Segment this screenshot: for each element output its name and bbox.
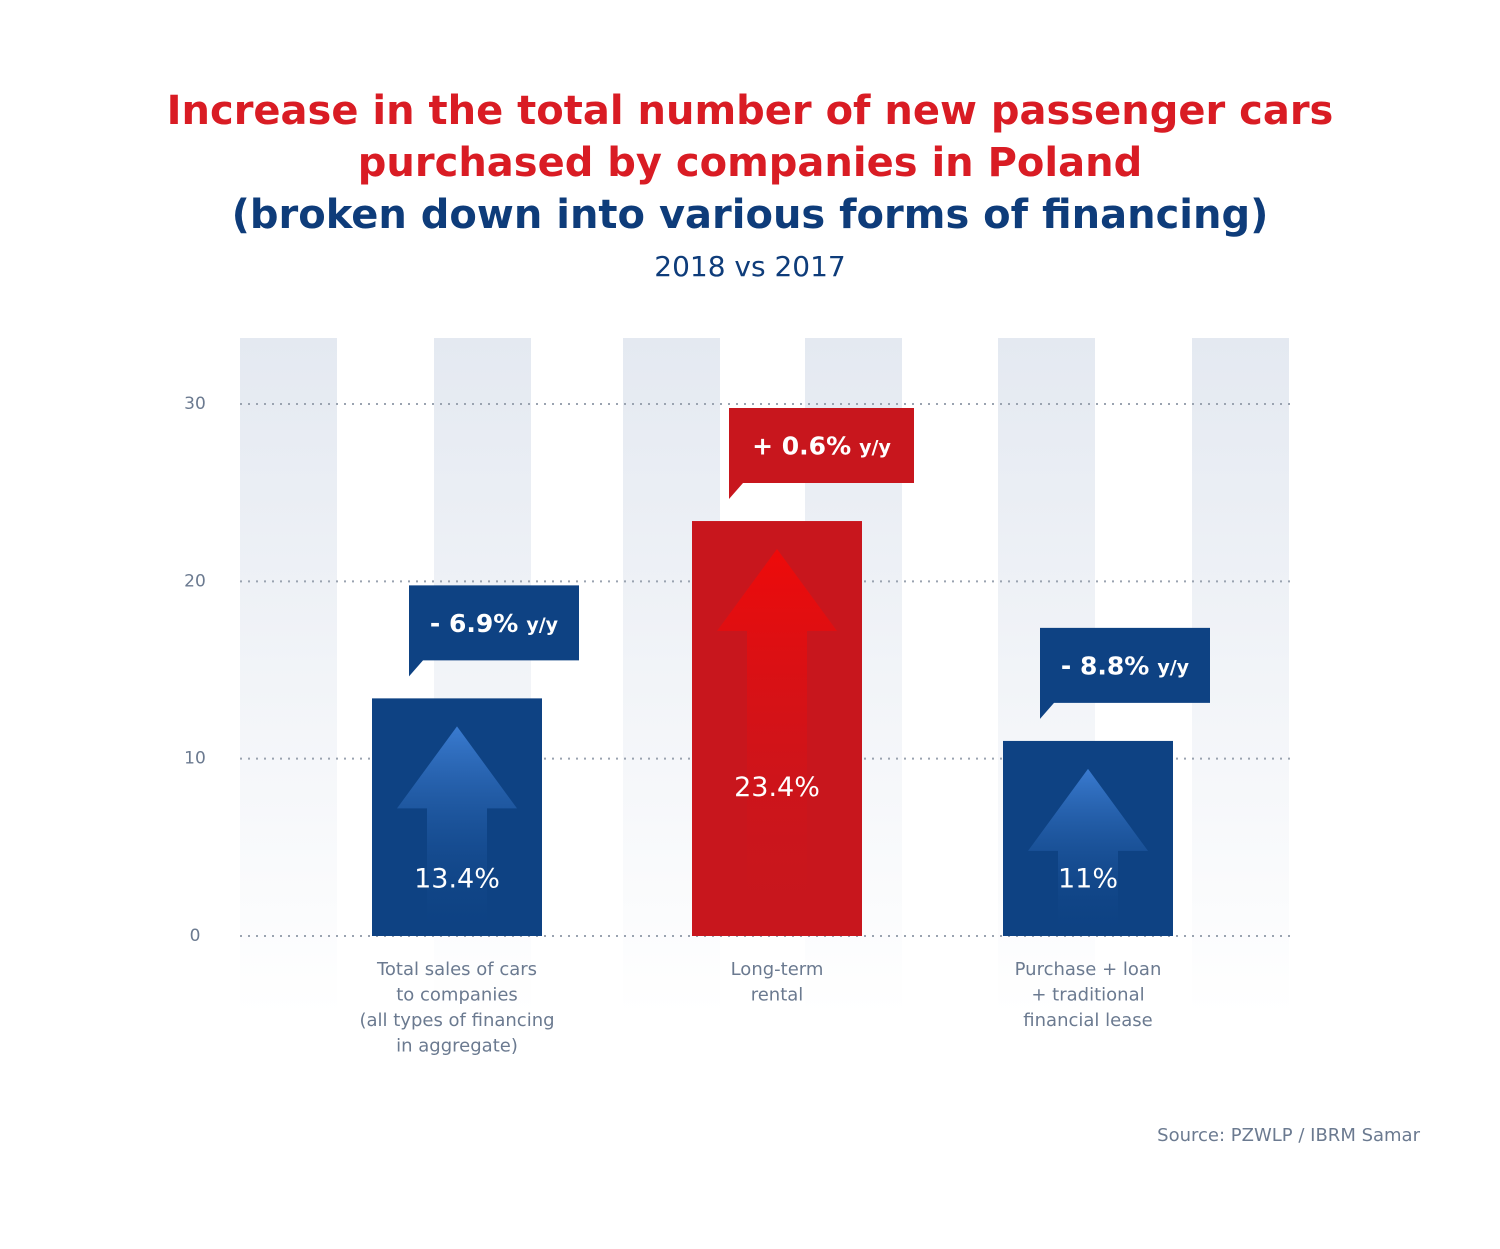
source: Source: PZWLP / IBRM Samar xyxy=(1157,1125,1420,1146)
y-tick-label: 10 xyxy=(184,749,206,769)
chart-subtitle: (broken down into various forms of finan… xyxy=(232,192,1269,238)
callout-box xyxy=(1040,627,1210,719)
arrow-icon xyxy=(397,726,517,936)
callout-label: - 8.8% y/y xyxy=(1061,651,1190,680)
y-tick-label: 30 xyxy=(184,394,206,414)
callout-box xyxy=(409,585,579,677)
y-tick-label: 20 xyxy=(184,571,206,591)
x-tick-label: Total sales of cars to companies (all type… xyxy=(359,959,554,1057)
chart-title: purchased by companies in Poland xyxy=(358,140,1142,186)
arrow-icon xyxy=(1028,768,1148,936)
value-label: 11% xyxy=(1058,864,1118,895)
value-label: 23.4% xyxy=(734,772,820,803)
callout-label: - 6.9% y/y xyxy=(430,609,559,638)
y-tick-label: 0 xyxy=(190,926,201,946)
callout-change: - 6.9% xyxy=(430,609,518,638)
arrow-icon xyxy=(717,549,837,936)
callout-change: - 8.8% xyxy=(1061,651,1149,680)
period: 2018 vs 2017 xyxy=(654,250,845,283)
x-tick-label: Long-term rental xyxy=(731,959,824,1006)
callout-unit: y/y xyxy=(526,613,558,635)
chart-title: Increase in the total number of new pass… xyxy=(167,88,1334,134)
value-label: 13.4% xyxy=(414,864,500,895)
callout-label: + 0.6% y/y xyxy=(752,432,891,461)
callout-unit: y/y xyxy=(1157,656,1189,678)
x-tick-label: Purchase + loan + traditional financial le… xyxy=(1015,959,1162,1031)
callout-unit: y/y xyxy=(859,436,891,458)
callout-change: + 0.6% xyxy=(752,432,851,461)
callout-box xyxy=(729,408,914,500)
